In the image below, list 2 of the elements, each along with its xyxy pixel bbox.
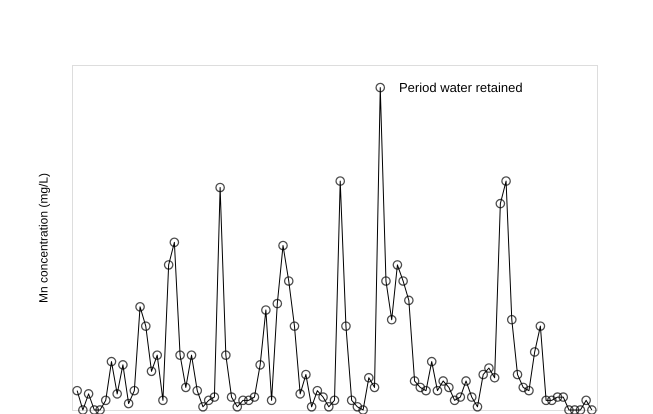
annotation: Period water retained xyxy=(399,80,523,95)
y-axis-title: Mn concentration (mg/L) xyxy=(36,172,50,304)
